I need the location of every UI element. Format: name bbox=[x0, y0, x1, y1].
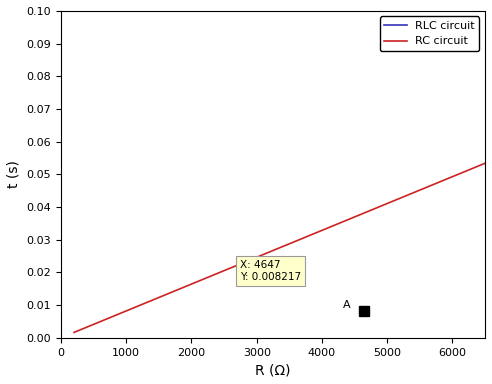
Text: X: 4647
Y: 0.008217: X: 4647 Y: 0.008217 bbox=[240, 260, 301, 281]
RC circuit bbox=[246, 258, 252, 263]
RC circuit bbox=[474, 164, 480, 169]
RC circuit bbox=[229, 265, 235, 270]
Legend: RLC circuit, RC circuit: RLC circuit, RC circuit bbox=[380, 17, 480, 51]
RC circuit bbox=[118, 311, 124, 315]
X-axis label: R (Ω): R (Ω) bbox=[255, 363, 291, 377]
RC circuit bbox=[142, 301, 148, 305]
Y-axis label: t (s): t (s) bbox=[7, 161, 21, 188]
RC circuit bbox=[482, 161, 488, 166]
RC circuit bbox=[430, 182, 435, 187]
Line: RC circuit: RC circuit bbox=[74, 163, 485, 333]
RC circuit bbox=[71, 330, 77, 335]
Text: A: A bbox=[343, 300, 351, 310]
